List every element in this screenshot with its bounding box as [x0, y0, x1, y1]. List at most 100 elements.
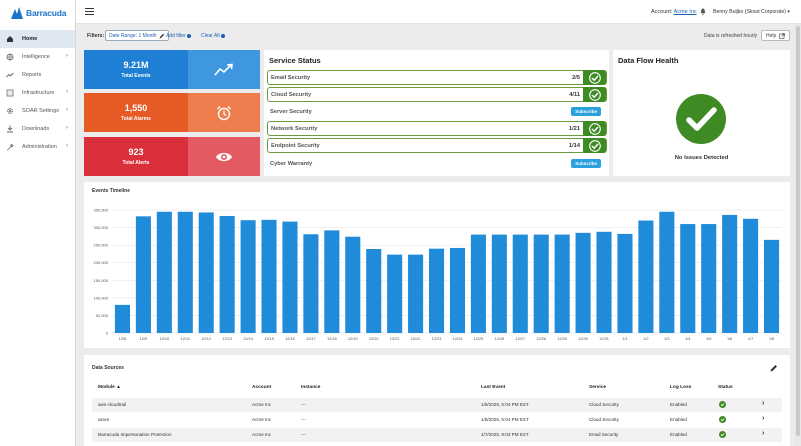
x-tick-label: 1/6: [727, 336, 732, 341]
x-tick-label: 12/10: [159, 336, 170, 341]
clear-all-link[interactable]: Clear All: [201, 33, 226, 39]
bar: [575, 232, 591, 333]
edit-icon[interactable]: [770, 364, 778, 372]
bar: [659, 211, 675, 333]
menu-toggle-icon[interactable]: [85, 8, 94, 16]
bar: [219, 215, 235, 333]
check-badge-icon: [583, 138, 606, 153]
service-row-network-security[interactable]: Network Security 1/21: [267, 121, 607, 136]
sidebar-item-soar-settings[interactable]: SOAR Settings ›: [0, 102, 75, 120]
x-tick-label: 12/14: [243, 336, 254, 341]
chevron-right-icon[interactable]: ›: [762, 430, 765, 437]
check-circle-icon: [676, 94, 726, 144]
service-row-endpoint-security[interactable]: Endpoint Security 1/14: [267, 138, 607, 153]
table-row[interactable]: Barracuda Impersonation Protection Acme I…: [92, 428, 782, 442]
cell-last-event: 1/8/2025, 5:04 PM EST: [481, 417, 529, 422]
check-badge-icon: [583, 70, 606, 85]
sidebar-item-reports[interactable]: Reports: [0, 66, 75, 84]
cell-last-event: 1/7/2025, 9:03 PM EST: [481, 432, 529, 437]
x-tick-label: 12/22: [411, 336, 421, 341]
trend-up-icon: [214, 63, 233, 76]
check-badge-icon: [583, 87, 606, 102]
column-header-service[interactable]: Service: [589, 385, 606, 390]
caret-down-icon: ▾: [787, 9, 791, 15]
add-filter-label: Add filter: [166, 33, 186, 39]
stat-value: 923: [128, 147, 144, 157]
x-tick-label: 1/1: [622, 336, 627, 341]
wrench-icon: [7, 144, 14, 151]
cell-log-loss: Enabled: [670, 402, 687, 407]
filters-label: Filters:: [87, 33, 105, 39]
user-menu[interactable]: Benny Buljko (Skout Corporate) ▾: [713, 9, 790, 15]
x-tick-label: 1/7: [748, 336, 753, 341]
status-ok-icon: [719, 401, 726, 408]
help-label: Help: [766, 32, 777, 39]
home-icon: [7, 36, 13, 42]
subscribe-button[interactable]: Subscribe: [571, 159, 601, 168]
column-header-label: Instance: [301, 385, 321, 390]
bell-icon[interactable]: [700, 8, 706, 15]
service-row-cyber-warranty[interactable]: Cyber Warranty Subscribe: [267, 156, 607, 171]
bar: [701, 224, 717, 333]
service-name: Server Security: [270, 108, 312, 115]
column-header-account[interactable]: Account: [252, 385, 271, 390]
column-header-module[interactable]: Module ▲: [98, 385, 121, 390]
data-sources-panel: Data Sources Module ▲ Account Instance Last…: [84, 355, 790, 446]
add-filter-link[interactable]: Add filter: [166, 33, 192, 39]
chevron-right-icon[interactable]: ›: [762, 400, 765, 407]
stat-label: Total Alerts: [122, 160, 150, 166]
sidebar-item-intelligence[interactable]: Intelligence ›: [0, 48, 75, 66]
bar: [449, 247, 466, 333]
stat-tile-alerts[interactable]: 923 Total Alerts: [84, 137, 260, 176]
y-tick-label: 350,000: [94, 208, 109, 213]
bar: [387, 254, 403, 333]
service-status-panel: Service Status Email Security 2/5 Cloud Se…: [264, 50, 609, 176]
date-range-chip[interactable]: Date Range: 1 Month: [105, 30, 169, 41]
stat-tile-alarms[interactable]: 1,550 Total Alarms: [84, 93, 260, 132]
events-chart: 0 50,000 100,000 150,000 200,000 250,000 300,0…: [94, 208, 782, 341]
subscribe-button[interactable]: Subscribe: [571, 107, 601, 116]
column-header-status[interactable]: Status: [718, 385, 733, 390]
service-row-server-security[interactable]: Server Security Subscribe: [267, 104, 607, 119]
bar: [680, 224, 696, 333]
scrollbar-thumb[interactable]: [796, 26, 800, 436]
x-tick-label: 12/29: [557, 336, 567, 341]
help-button[interactable]: Help: [761, 30, 791, 41]
chevron-right-icon[interactable]: ›: [762, 415, 765, 422]
table-title: Data Sources: [92, 365, 124, 371]
x-tick-label: 12/19: [348, 336, 358, 341]
x-tick-label: 12/24: [453, 336, 464, 341]
service-row-cloud-security[interactable]: Cloud Security 4/11: [267, 87, 607, 102]
sidebar-item-label: Reports: [22, 72, 42, 78]
x-tick-label: 1/3: [664, 336, 669, 341]
status-ok-icon: [719, 431, 726, 438]
sidebar-item-administration[interactable]: Administration ›: [0, 138, 75, 156]
service-row-email-security[interactable]: Email Security 2/5: [267, 70, 607, 85]
brand-logo[interactable]: Barracuda: [0, 0, 75, 26]
x-tick-label: 12/12: [201, 336, 211, 341]
sidebar-item-home[interactable]: Home: [0, 30, 75, 48]
stat-value: 1,550: [124, 103, 148, 113]
table-row[interactable]: aws-cloudtrail Acme Inc --- 1/8/2025, 5:04 …: [92, 398, 782, 412]
bar: [428, 248, 445, 333]
stat-tile-events[interactable]: 9.21M Total Events: [84, 50, 260, 89]
sidebar-item-downloads[interactable]: Downloads ›: [0, 120, 75, 138]
bar: [491, 234, 507, 333]
events-timeline-panel: Events Timeline 0 50,000 100,000 150,000 200…: [84, 182, 790, 348]
x-tick-label: 12/18: [327, 336, 337, 341]
table-row[interactable]: azure Acme Inc --- 1/8/2025, 5:04 PM EST Clo…: [92, 413, 782, 427]
column-header-last-event[interactable]: Last Event: [481, 385, 505, 390]
account-link[interactable]: Acme Inc: [673, 9, 697, 15]
sort-asc-icon[interactable]: ▲: [116, 385, 121, 390]
sidebar-item-infrastructure[interactable]: Infrastructure ›: [0, 84, 75, 102]
eye-icon: [216, 152, 232, 161]
cell-module: azure: [98, 417, 110, 422]
x-tick-label: 12/8: [119, 336, 127, 341]
column-header-label: Module: [98, 385, 115, 390]
pencil-icon[interactable]: [159, 33, 165, 39]
x-tick-label: 12/31: [599, 336, 609, 341]
column-header-instance[interactable]: Instance: [301, 385, 320, 390]
bar: [763, 239, 780, 333]
sidebar-item-label: Infrastructure: [22, 90, 55, 96]
column-header-log-loss[interactable]: Log Loss: [670, 385, 691, 390]
